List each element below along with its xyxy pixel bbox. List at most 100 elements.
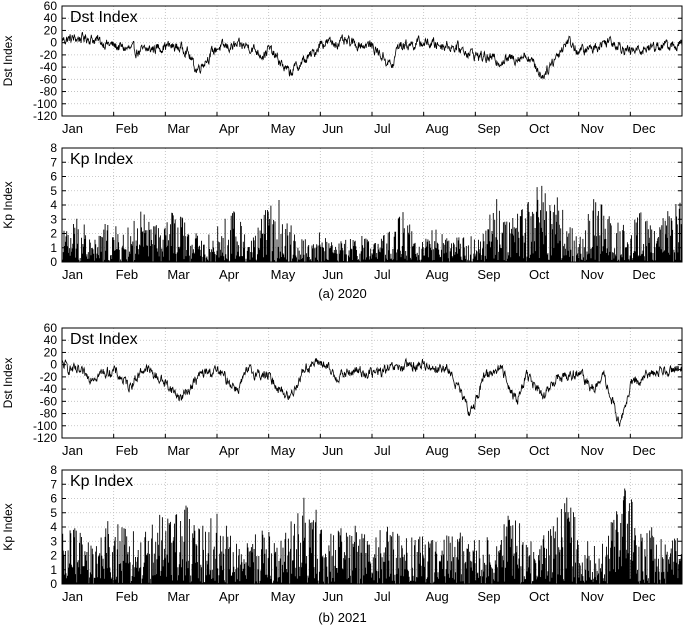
- plot-frame: [61, 147, 683, 263]
- x-tick-label: Jul: [374, 267, 391, 282]
- y-tick-label: -60: [40, 394, 58, 408]
- y-tick-label: 0: [50, 255, 57, 269]
- y-tick-label: -120: [33, 431, 57, 445]
- y-axis-label: Kp Index: [1, 503, 15, 550]
- y-axis-label: Dst Index: [1, 358, 15, 409]
- y-tick-label: 20: [44, 345, 58, 359]
- x-tick-label: Dec: [632, 589, 656, 604]
- x-tick-label: Mar: [167, 443, 190, 458]
- x-tick-label: Aug: [426, 589, 449, 604]
- x-tick-label: Jun: [322, 589, 343, 604]
- y-tick-label: 3: [50, 534, 57, 548]
- x-tick-label: Nov: [581, 267, 605, 282]
- x-tick-label: Mar: [167, 589, 190, 604]
- x-tick-label: Nov: [581, 121, 605, 136]
- y-tick-label: -60: [40, 72, 58, 86]
- x-tick-label: Feb: [116, 443, 138, 458]
- plot-frame: [61, 5, 683, 117]
- y-tick-label: 2: [50, 549, 57, 563]
- y-tick-label: 0: [50, 577, 57, 591]
- x-tick-label: Dec: [632, 267, 656, 282]
- x-tick-label: Oct: [529, 443, 550, 458]
- x-tick-label: May: [271, 589, 296, 604]
- y-axis-label: Dst Index: [1, 36, 15, 87]
- x-tick-label: Oct: [529, 121, 550, 136]
- plot-frame: [61, 469, 683, 585]
- x-tick-label: Jul: [374, 121, 391, 136]
- y-tick-label: 60: [44, 321, 58, 335]
- x-tick-label: Jun: [322, 121, 343, 136]
- y-tick-label: 6: [50, 170, 57, 184]
- x-tick-label: Apr: [219, 121, 240, 136]
- y-tick-label: -80: [40, 85, 58, 99]
- y-tick-label: 0: [50, 358, 57, 372]
- y-tick-label: 0: [50, 36, 57, 50]
- y-tick-label: 7: [50, 477, 57, 491]
- x-tick-label: Aug: [426, 121, 449, 136]
- x-tick-label: Aug: [426, 443, 449, 458]
- x-tick-label: Feb: [116, 121, 138, 136]
- y-tick-label: 40: [44, 333, 58, 347]
- caption-2020: (a) 2020: [318, 286, 367, 301]
- y-tick-label: 1: [50, 563, 57, 577]
- y-tick-label: -40: [40, 382, 58, 396]
- y-tick-label: 8: [50, 463, 57, 477]
- x-tick-label: Sep: [477, 121, 500, 136]
- chart-title: Dst Index: [70, 9, 138, 26]
- y-tick-label: -80: [40, 407, 58, 421]
- x-tick-label: Dec: [632, 443, 656, 458]
- y-tick-label: -20: [40, 48, 58, 62]
- x-tick-label: Mar: [167, 121, 190, 136]
- y-tick-label: 40: [44, 11, 58, 25]
- x-tick-label: Oct: [529, 267, 550, 282]
- x-tick-label: May: [271, 443, 296, 458]
- dst-series-line: [61, 31, 683, 80]
- x-tick-label: Jul: [374, 589, 391, 604]
- x-tick-label: Mar: [167, 267, 190, 282]
- y-tick-label: -20: [40, 370, 58, 384]
- x-tick-label: Jul: [374, 443, 391, 458]
- x-tick-label: Jan: [62, 589, 83, 604]
- x-tick-label: Nov: [581, 589, 605, 604]
- x-tick-label: Nov: [581, 443, 605, 458]
- chart-title: Kp Index: [70, 473, 133, 490]
- x-tick-label: May: [271, 267, 296, 282]
- plot-frame: [61, 327, 683, 439]
- y-tick-label: -100: [33, 97, 57, 111]
- y-tick-label: 4: [50, 198, 57, 212]
- x-tick-label: Oct: [529, 589, 550, 604]
- x-tick-label: Sep: [477, 589, 500, 604]
- x-tick-label: Jan: [62, 443, 83, 458]
- x-tick-label: Jan: [62, 121, 83, 136]
- x-tick-label: Apr: [219, 267, 240, 282]
- x-tick-label: Feb: [116, 267, 138, 282]
- y-tick-label: 6: [50, 492, 57, 506]
- x-tick-label: Dec: [632, 121, 656, 136]
- x-tick-label: Sep: [477, 443, 500, 458]
- y-tick-label: 20: [44, 23, 58, 37]
- x-tick-label: Sep: [477, 267, 500, 282]
- y-tick-label: 5: [50, 184, 57, 198]
- y-tick-label: 60: [44, 0, 58, 13]
- y-tick-label: 8: [50, 141, 57, 155]
- x-tick-label: Apr: [219, 443, 240, 458]
- y-tick-label: -120: [33, 109, 57, 123]
- x-tick-label: Jun: [322, 267, 343, 282]
- chart-title: Dst Index: [70, 331, 138, 348]
- x-tick-label: May: [271, 121, 296, 136]
- y-tick-label: -40: [40, 60, 58, 74]
- y-axis-label: Kp Index: [1, 181, 15, 228]
- y-tick-label: 4: [50, 520, 57, 534]
- x-tick-label: Aug: [426, 267, 449, 282]
- x-tick-label: Apr: [219, 589, 240, 604]
- x-tick-label: Feb: [116, 589, 138, 604]
- y-tick-label: 7: [50, 155, 57, 169]
- dst-series-line: [61, 357, 683, 427]
- x-tick-label: Jan: [62, 267, 83, 282]
- y-tick-label: 1: [50, 241, 57, 255]
- y-tick-label: -100: [33, 419, 57, 433]
- y-tick-label: 2: [50, 227, 57, 241]
- chart-title: Kp Index: [70, 151, 133, 168]
- caption-2021: (b) 2021: [318, 610, 367, 625]
